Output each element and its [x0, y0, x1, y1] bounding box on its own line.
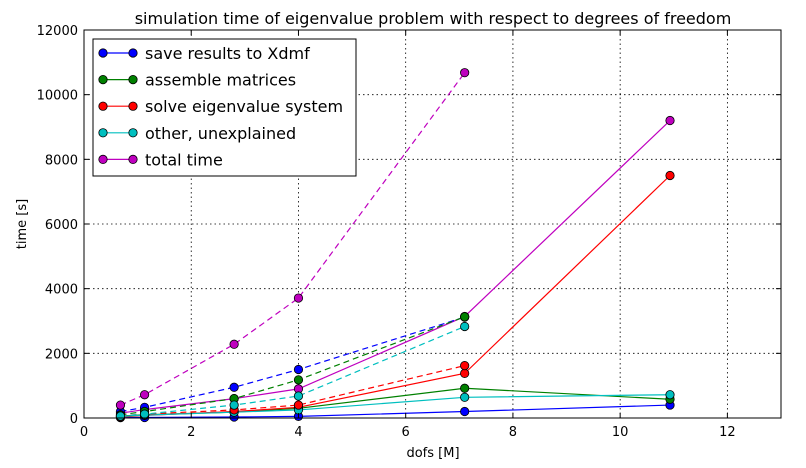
y-tick-label: 4000 — [45, 283, 78, 298]
series-5-dashed — [115, 312, 470, 417]
legend-label: assemble matrices — [145, 71, 296, 90]
legend-entry: solve eigenvalue system — [98, 97, 343, 116]
data-point — [460, 68, 470, 78]
x-axis-label: dofs [M] — [406, 446, 459, 461]
series-line — [120, 325, 465, 417]
legend-marker — [128, 48, 138, 58]
data-point — [665, 390, 675, 400]
series-line — [120, 175, 671, 418]
y-tick-label: 2000 — [45, 347, 78, 362]
legend-label: solve eigenvalue system — [145, 97, 343, 116]
x-tick-label: 6 — [402, 425, 410, 440]
chart-title: simulation time of eigenvalue problem wi… — [135, 9, 732, 28]
y-tick-label: 6000 — [45, 218, 78, 233]
data-point — [229, 382, 239, 392]
legend-marker — [98, 75, 108, 85]
x-tick-label: 12 — [719, 425, 736, 440]
data-point — [229, 339, 239, 349]
legend-marker — [98, 154, 108, 164]
series-2 — [115, 170, 675, 422]
legend-entry: assemble matrices — [98, 71, 296, 90]
x-tick-label: 8 — [509, 425, 517, 440]
data-point — [460, 361, 470, 371]
data-point — [293, 400, 304, 410]
data-point — [460, 406, 470, 417]
legend-marker — [98, 48, 108, 58]
legend: save results to Xdmf assemble matrices sol… — [92, 38, 357, 177]
series-line — [120, 316, 465, 413]
series-line — [120, 72, 466, 406]
data-point — [293, 375, 304, 385]
y-tick-label: 8000 — [45, 153, 78, 168]
legend-marker — [98, 128, 108, 138]
data-point — [460, 368, 470, 378]
series-9-dashed — [115, 68, 470, 410]
legend-marker — [98, 101, 108, 111]
x-tick-label: 2 — [187, 425, 195, 440]
legend-marker — [128, 154, 138, 164]
legend-entry: total time — [98, 150, 223, 169]
grid-lines — [84, 30, 781, 418]
legend-entry: other, unexplained — [98, 124, 296, 143]
data-point — [293, 293, 304, 303]
data-point — [460, 312, 470, 322]
data-point — [139, 390, 150, 400]
series-layer — [115, 68, 675, 423]
legend-label: other, unexplained — [145, 124, 296, 143]
data-point — [115, 411, 126, 421]
legend-label: total time — [145, 150, 223, 169]
data-point — [460, 383, 470, 393]
data-point — [229, 400, 239, 410]
data-point — [115, 400, 126, 410]
data-point — [293, 391, 304, 401]
series-line — [120, 316, 465, 416]
x-tick-label: 4 — [294, 425, 302, 440]
series-7-dashed — [115, 361, 470, 421]
y-tick-label: 0 — [70, 412, 78, 427]
x-tick-label: 0 — [80, 425, 88, 440]
data-point — [293, 364, 304, 375]
y-tick-label: 10000 — [37, 89, 78, 104]
data-point — [665, 170, 675, 181]
axis-ticks: 0 2 4 6 8 10 12 0 2000 4000 6000 8000 10000 12000 — [37, 24, 781, 440]
data-point — [460, 392, 470, 402]
legend-marker — [128, 75, 138, 85]
legend-marker — [128, 101, 138, 111]
legend-entry: save results to Xdmf — [98, 44, 310, 63]
series-6-dashed — [115, 312, 470, 420]
legend-label: save results to Xdmf — [145, 44, 310, 63]
x-tick-label: 10 — [612, 425, 629, 440]
y-tick-label: 12000 — [37, 24, 78, 39]
data-point — [665, 115, 675, 126]
data-point — [139, 409, 150, 419]
y-axis-label: time [s] — [15, 199, 30, 249]
legend-marker — [128, 128, 138, 138]
data-point — [460, 321, 470, 332]
